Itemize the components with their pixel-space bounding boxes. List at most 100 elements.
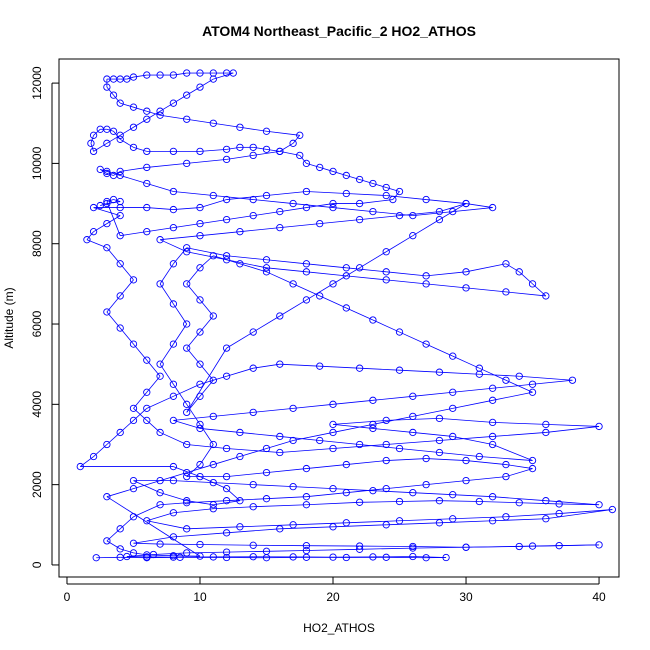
data-point xyxy=(355,364,364,372)
series-segment xyxy=(532,544,600,547)
data-point xyxy=(542,515,550,523)
data-point xyxy=(169,533,178,541)
series-segment xyxy=(186,251,227,261)
data-point xyxy=(422,454,430,463)
data-point xyxy=(528,388,537,396)
series-segment xyxy=(306,464,347,469)
series-segment xyxy=(306,163,320,168)
data-point xyxy=(329,167,337,176)
data-point xyxy=(116,99,124,107)
data-point xyxy=(276,448,284,457)
series-segment xyxy=(293,403,334,409)
data-point xyxy=(103,167,111,176)
data-point xyxy=(209,376,217,384)
series-segment xyxy=(505,263,520,273)
series-segment xyxy=(452,399,493,409)
series-segment xyxy=(113,94,121,104)
series-segment xyxy=(346,488,387,494)
series-segment xyxy=(213,500,240,506)
series-segment xyxy=(545,424,600,427)
data-point xyxy=(129,549,138,557)
data-point xyxy=(169,147,178,156)
series-segment xyxy=(306,191,347,194)
data-point xyxy=(329,523,337,531)
data-point xyxy=(329,199,337,208)
data-point xyxy=(196,540,204,549)
data-point xyxy=(143,163,151,172)
data-point xyxy=(103,169,111,178)
data-point xyxy=(515,372,523,380)
series-segment xyxy=(359,367,400,371)
data-point xyxy=(129,143,138,151)
series-segment xyxy=(505,291,546,297)
data-point xyxy=(262,547,271,555)
series-segment xyxy=(213,411,254,417)
series-segment xyxy=(359,547,413,550)
series-segment xyxy=(479,367,507,381)
series-segment xyxy=(266,130,300,136)
data-point xyxy=(382,456,390,465)
series-segment xyxy=(399,500,440,502)
data-point xyxy=(342,189,350,198)
series-segment xyxy=(532,379,573,385)
series-segment xyxy=(173,508,214,514)
data-point xyxy=(382,248,390,256)
series-segment xyxy=(399,331,427,345)
series-segment xyxy=(199,428,240,433)
data-point xyxy=(409,412,417,421)
data-point xyxy=(449,207,457,216)
series-segment xyxy=(186,444,227,449)
x-tick-label: 30 xyxy=(459,590,473,604)
series-segment xyxy=(199,78,214,88)
data-point xyxy=(329,553,337,561)
series-segment xyxy=(173,94,187,104)
data-point xyxy=(89,147,98,156)
data-point xyxy=(196,219,204,228)
data-point xyxy=(209,119,217,127)
series-segment xyxy=(253,484,294,488)
data-point xyxy=(183,320,191,328)
series-segment xyxy=(159,263,174,285)
data-point xyxy=(342,272,350,280)
series-segment xyxy=(439,436,493,441)
series-segment xyxy=(159,283,174,305)
data-point xyxy=(169,260,178,268)
data-point xyxy=(183,248,191,256)
series-segment xyxy=(412,432,453,437)
series-segment xyxy=(505,464,533,469)
series-segment xyxy=(452,516,506,520)
data-point xyxy=(502,513,510,521)
series-segment xyxy=(332,207,373,212)
series-segment xyxy=(359,501,400,503)
data-point xyxy=(595,501,603,509)
data-point xyxy=(129,103,138,111)
series-segment xyxy=(412,407,453,417)
data-point xyxy=(109,91,118,99)
series-segment xyxy=(239,448,267,457)
data-point xyxy=(196,232,204,240)
data-point xyxy=(103,244,111,252)
data-point xyxy=(169,71,178,79)
data-point xyxy=(249,408,257,417)
data-point xyxy=(143,553,151,561)
data-point xyxy=(183,115,191,123)
series-segment xyxy=(372,211,413,217)
series-segment xyxy=(386,187,400,192)
data-point xyxy=(302,493,311,501)
series-segment xyxy=(226,550,267,553)
series-segment xyxy=(372,415,413,425)
data-point xyxy=(129,416,138,425)
data-point xyxy=(209,478,217,487)
data-point xyxy=(129,73,138,81)
series-segment xyxy=(332,267,360,285)
series-segment xyxy=(332,444,387,449)
data-point xyxy=(249,364,257,372)
series-segment xyxy=(253,199,294,204)
data-point xyxy=(422,195,430,204)
x-axis-label: HO2_ATHOS xyxy=(303,621,375,635)
series-segment xyxy=(392,191,400,200)
data-point xyxy=(196,83,204,91)
data-point xyxy=(382,553,390,561)
data-point xyxy=(435,215,444,224)
series-segment xyxy=(319,219,360,225)
